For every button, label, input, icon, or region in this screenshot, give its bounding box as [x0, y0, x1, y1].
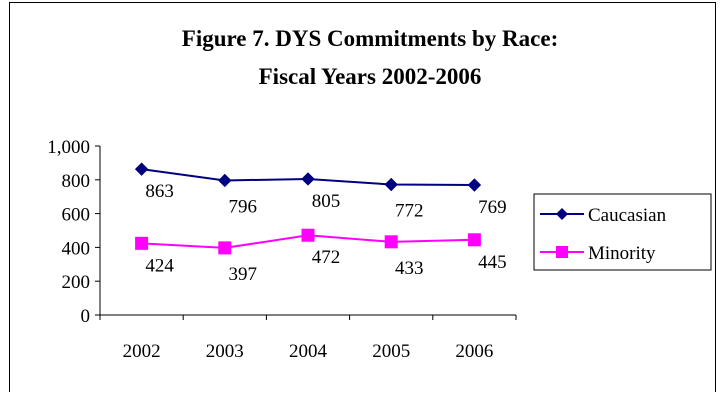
data-point-minority [218, 241, 232, 255]
data-point-minority [135, 236, 149, 250]
data-point-caucasian [218, 173, 232, 188]
y-tick-label: 800 [62, 171, 91, 192]
chart-frame [9, 2, 716, 392]
data-label: 397 [229, 264, 258, 285]
data-point-caucasian [467, 178, 482, 192]
legend-marker-minority [556, 246, 568, 258]
data-label: 772 [395, 201, 424, 222]
data-label: 863 [145, 181, 174, 202]
data-label: 433 [395, 258, 424, 279]
data-label: 769 [478, 197, 507, 218]
y-tick-label: 1,000 [47, 137, 90, 158]
legend-label-caucasian: Caucasian [588, 205, 667, 226]
data-label: 472 [312, 247, 341, 268]
legend-label-minority: Minority [588, 243, 656, 264]
data-point-minority [384, 235, 398, 249]
y-tick-label: 0 [81, 306, 91, 327]
data-label: 805 [312, 191, 341, 212]
chart-title-line-1: Figure 7. DYS Commitments by Race: [182, 26, 558, 51]
x-tick-label: 2003 [206, 341, 244, 362]
y-tick-label: 200 [62, 272, 91, 293]
data-point-caucasian [384, 177, 398, 192]
x-tick-label: 2004 [289, 341, 328, 362]
x-tick-label: 2006 [455, 341, 493, 362]
y-tick-label: 400 [62, 238, 91, 259]
data-point-caucasian [301, 172, 315, 186]
legend-marker-caucasian [556, 208, 568, 220]
data-label: 796 [229, 196, 258, 217]
data-label: 445 [478, 252, 507, 273]
data-label: 424 [145, 255, 174, 276]
x-tick-label: 2002 [123, 341, 161, 362]
data-point-minority [467, 233, 481, 247]
x-tick-label: 2005 [372, 341, 410, 362]
data-point-minority [301, 228, 315, 242]
chart-title-line-2: Fiscal Years 2002-2006 [259, 64, 482, 89]
data-point-caucasian [134, 162, 149, 176]
y-tick-label: 600 [62, 205, 91, 226]
